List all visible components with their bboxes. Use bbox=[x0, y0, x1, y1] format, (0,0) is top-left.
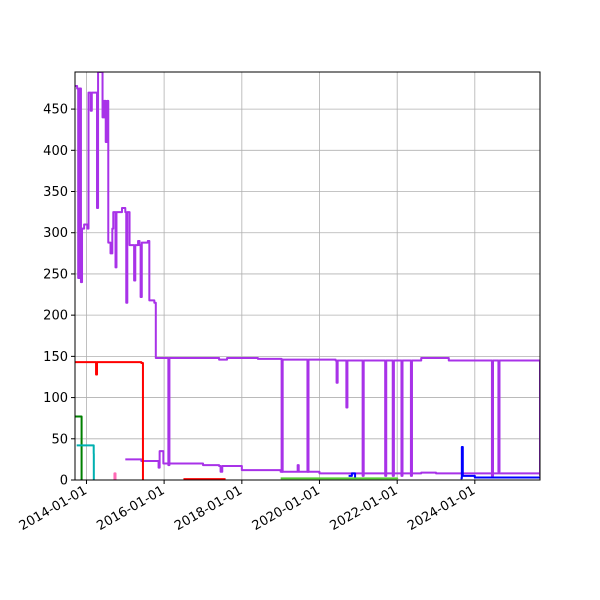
y-tick-label: 400 bbox=[43, 144, 68, 159]
series-line-3 bbox=[75, 361, 144, 480]
plot-frame bbox=[74, 71, 541, 481]
series-line-1 bbox=[75, 72, 540, 477]
y-tick-label: 150 bbox=[43, 350, 68, 365]
series-line-7 bbox=[113, 472, 117, 480]
series-line-2 bbox=[125, 450, 540, 475]
grid bbox=[75, 72, 540, 481]
y-tick-label: 350 bbox=[43, 185, 68, 200]
y-tick-label: 50 bbox=[51, 432, 68, 447]
series-group bbox=[75, 72, 540, 480]
y-tick-label: 250 bbox=[43, 267, 68, 282]
y-tick-label: 450 bbox=[43, 103, 68, 118]
y-tick-label: 0 bbox=[60, 474, 68, 489]
y-tick-label: 100 bbox=[43, 391, 68, 406]
series-line-8 bbox=[460, 446, 540, 480]
series-line-6 bbox=[76, 444, 95, 480]
y-tick-label: 200 bbox=[43, 309, 68, 324]
y-tick-label: 300 bbox=[43, 226, 68, 241]
series-line-10 bbox=[280, 477, 399, 480]
series-line-5 bbox=[75, 415, 83, 480]
series-line-9 bbox=[348, 472, 357, 478]
